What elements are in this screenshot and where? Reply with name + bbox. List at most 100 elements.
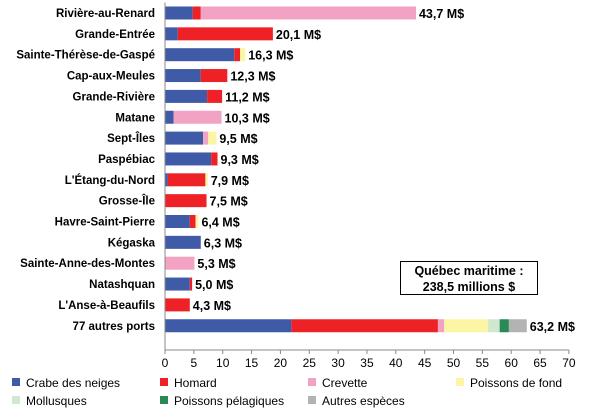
category-label: Sainte-Anne-des-Montes [20,258,155,270]
annotation-line2: 238,5 millions $ [422,280,516,294]
bar-segment-0 [165,319,292,333]
value-label: 5,3 M$ [197,257,235,271]
category-label: Matane [115,112,155,124]
x-tick-label: 40 [389,356,403,370]
legend: Crabe des neiges Homard Crevette Poisson… [0,374,600,410]
value-label: 6,4 M$ [201,216,239,230]
bar-segment-0 [165,215,190,228]
legend-swatch [160,377,168,386]
legend-swatch [12,377,20,386]
bar-segment-2 [437,319,445,333]
legend-swatch [308,395,316,404]
bar-group [165,6,527,333]
legend-item-pelagiques: Poissons pélagiques [160,392,284,408]
bar-segment-4 [488,319,500,333]
bar-segment-0 [165,48,235,62]
x-tick-label: 15 [245,356,259,370]
bar-segment-6 [508,319,527,333]
value-label: 6,3 M$ [204,236,242,250]
bar-segment-0 [165,235,201,249]
x-tick-label: 35 [360,356,374,370]
legend-label: Poissons pélagiques [174,393,285,408]
bar-segment-5 [499,319,509,333]
value-label: 4,3 M$ [193,299,231,313]
bar-segment-3 [240,48,246,62]
bar-segment-1 [234,48,241,62]
value-label: 63,2 M$ [530,320,575,334]
x-tick-label: 10 [216,356,230,370]
legend-swatch [308,377,316,386]
bar-segment-1 [291,319,438,333]
category-label: Havre-Saint-Pierre [55,217,155,229]
bar-segment-2 [203,131,209,145]
category-label: Cap-aux-Meules [67,71,155,83]
bar-segment-3 [208,131,217,145]
legend-swatch [456,377,464,386]
category-label: Paspébiac [98,154,155,166]
category-label: 77 autres ports [73,321,155,333]
bar-segment-0 [165,110,174,124]
bar-segment-3 [444,319,489,333]
bar-segment-1 [207,89,223,103]
legend-label: Poissons de fond [470,375,563,390]
value-label: 9,3 M$ [221,153,259,167]
legend-label: Mollusques [26,393,87,408]
value-label: 10,3 M$ [225,111,270,125]
bar-segment-1 [192,6,201,20]
bar-segment-3 [195,215,199,228]
stacked-bar-chart: Rivière-au-Renard Grande-Entrée Sainte-Thé… [16,2,576,370]
bar-segment-1 [211,152,218,166]
x-tick-label: 30 [331,356,345,370]
category-label: Rivière-au-Renard [56,8,155,20]
bar-segment-1 [167,173,206,187]
legend-item-poissons-fond: Poissons de fond [456,374,562,390]
value-label: 43,7 M$ [419,7,464,21]
category-label: Grosse-Île [99,195,155,208]
annotation-line1: Québec maritime : [414,264,524,278]
bar-segment-2 [200,6,416,20]
x-tick-label: 65 [533,356,547,370]
bar-segment-2 [165,256,195,270]
x-tick-label: 55 [476,356,490,370]
category-label: L'Anse-à-Beaufils [58,300,155,312]
x-tick-label: 70 [562,356,576,370]
legend-label: Autres espèces [322,393,405,408]
bar-segment-1 [189,215,196,228]
category-label: Sainte-Thérèse-de-Gaspé [16,50,155,62]
x-tick-label: 20 [274,356,288,370]
legend-item-homard: Homard [160,374,217,390]
bar-segment-0 [165,89,208,103]
x-tick-label: 50 [447,356,461,370]
bar-segment-0 [165,277,190,291]
category-label: Grande-Entrée [75,29,155,41]
bar-segment-2 [173,110,222,124]
category-label: Sept-Îles [107,132,155,145]
value-label: 20,1 M$ [276,28,321,42]
value-label: 12,3 M$ [230,70,275,84]
value-label: 16,3 M$ [248,49,293,63]
bar-segment-0 [165,27,178,41]
category-label: L'Étang-du-Nord [65,174,155,187]
category-label: Natashquan [89,279,155,291]
value-label: 9,5 M$ [219,132,257,146]
total-annotation-box: Québec maritime : 238,5 millions $ [400,261,538,295]
bar-segment-0 [165,131,204,145]
legend-item-crabe: Crabe des neiges [12,374,120,390]
legend-label: Crevette [322,375,368,390]
category-labels: Rivière-au-Renard Grande-Entrée Sainte-Thé… [16,8,155,333]
legend-item-autres: Autres espèces [308,392,405,408]
legend-item-crevette: Crevette [308,374,367,390]
x-tick-label: 25 [303,356,317,370]
x-tick-label: 45 [418,356,432,370]
value-label: 7,9 M$ [211,174,249,188]
x-tick-label: 0 [162,356,169,370]
value-labels: 43,7 M$ 20,1 M$ 16,3 M$ 12,3 M$ 11,2 M$ 10,3 … [193,7,575,334]
legend-item-mollusques: Mollusques [12,392,87,408]
bar-segment-0 [165,152,212,166]
value-label: 5,0 M$ [195,278,233,292]
legend-label: Homard [174,375,217,390]
bar-segment-3 [205,173,208,187]
bar-segment-0 [165,173,168,187]
bar-segment-1 [165,194,207,208]
bar-segment-0 [165,69,201,83]
